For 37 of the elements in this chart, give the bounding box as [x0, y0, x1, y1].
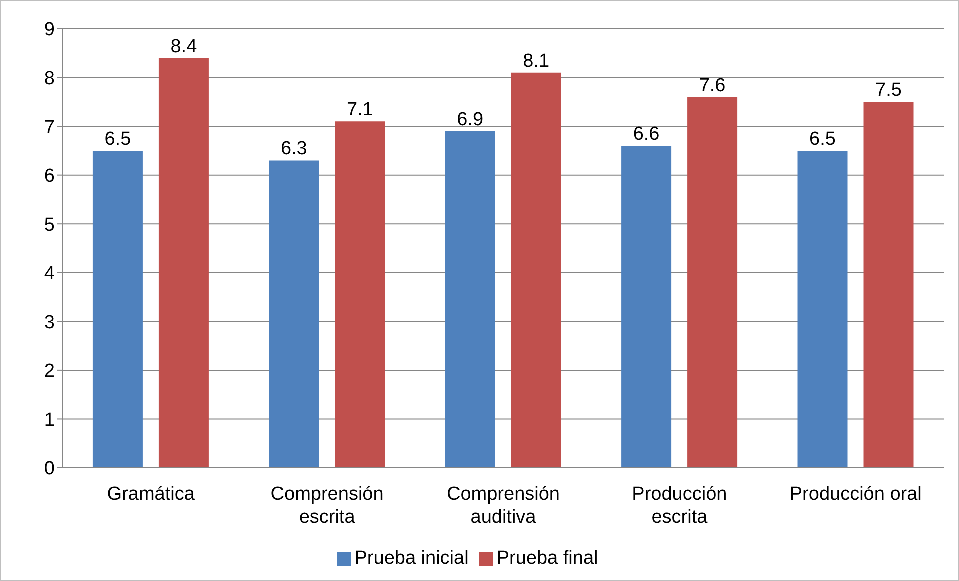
data-label: 7.5	[876, 80, 902, 102]
x-tick-label: Comprensión escrita	[270, 484, 384, 528]
y-tick-label: 0	[44, 458, 55, 480]
bar	[622, 146, 672, 468]
data-label: 7.6	[699, 75, 726, 96]
bar	[688, 97, 738, 468]
bar	[864, 102, 914, 468]
bar	[445, 131, 496, 468]
data-label: 6.9	[457, 109, 484, 130]
y-tick-label: 6	[44, 166, 55, 188]
y-tick-label: 9	[44, 20, 55, 41]
legend-label: Prueba final	[496, 548, 598, 569]
data-label: 6.3	[280, 138, 308, 160]
x-tick-label: Producción oral	[790, 484, 922, 505]
data-label: 6.5	[104, 128, 132, 150]
data-label: 8.1	[523, 50, 550, 72]
bar	[511, 72, 562, 468]
bar	[269, 160, 320, 468]
bar	[798, 150, 848, 468]
data-label: 6.6	[633, 124, 660, 146]
legend-label: Prueba inicial	[354, 548, 469, 569]
bar	[335, 122, 386, 468]
x-tick-label: Gramática	[107, 484, 196, 505]
bar	[92, 150, 143, 468]
x-tick-label: Comprensión auditiva	[447, 484, 560, 528]
y-tick-label: 1	[44, 410, 55, 431]
y-tick-label: 7	[44, 117, 55, 138]
y-tick-label: 8	[44, 68, 55, 90]
data-label: 6.5	[810, 128, 836, 150]
bar	[158, 58, 209, 468]
y-tick-label: 5	[44, 214, 55, 236]
y-tick-label: 4	[44, 264, 56, 285]
y-tick-label: 2	[44, 361, 55, 382]
data-label: 7.1	[346, 100, 374, 121]
y-tick-label: 3	[44, 312, 55, 334]
x-tick-label: Producción escrita	[632, 484, 728, 528]
data-label: 8.4	[170, 36, 198, 58]
